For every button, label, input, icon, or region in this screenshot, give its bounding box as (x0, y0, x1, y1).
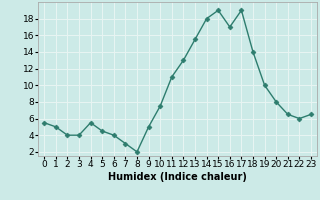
X-axis label: Humidex (Indice chaleur): Humidex (Indice chaleur) (108, 172, 247, 182)
